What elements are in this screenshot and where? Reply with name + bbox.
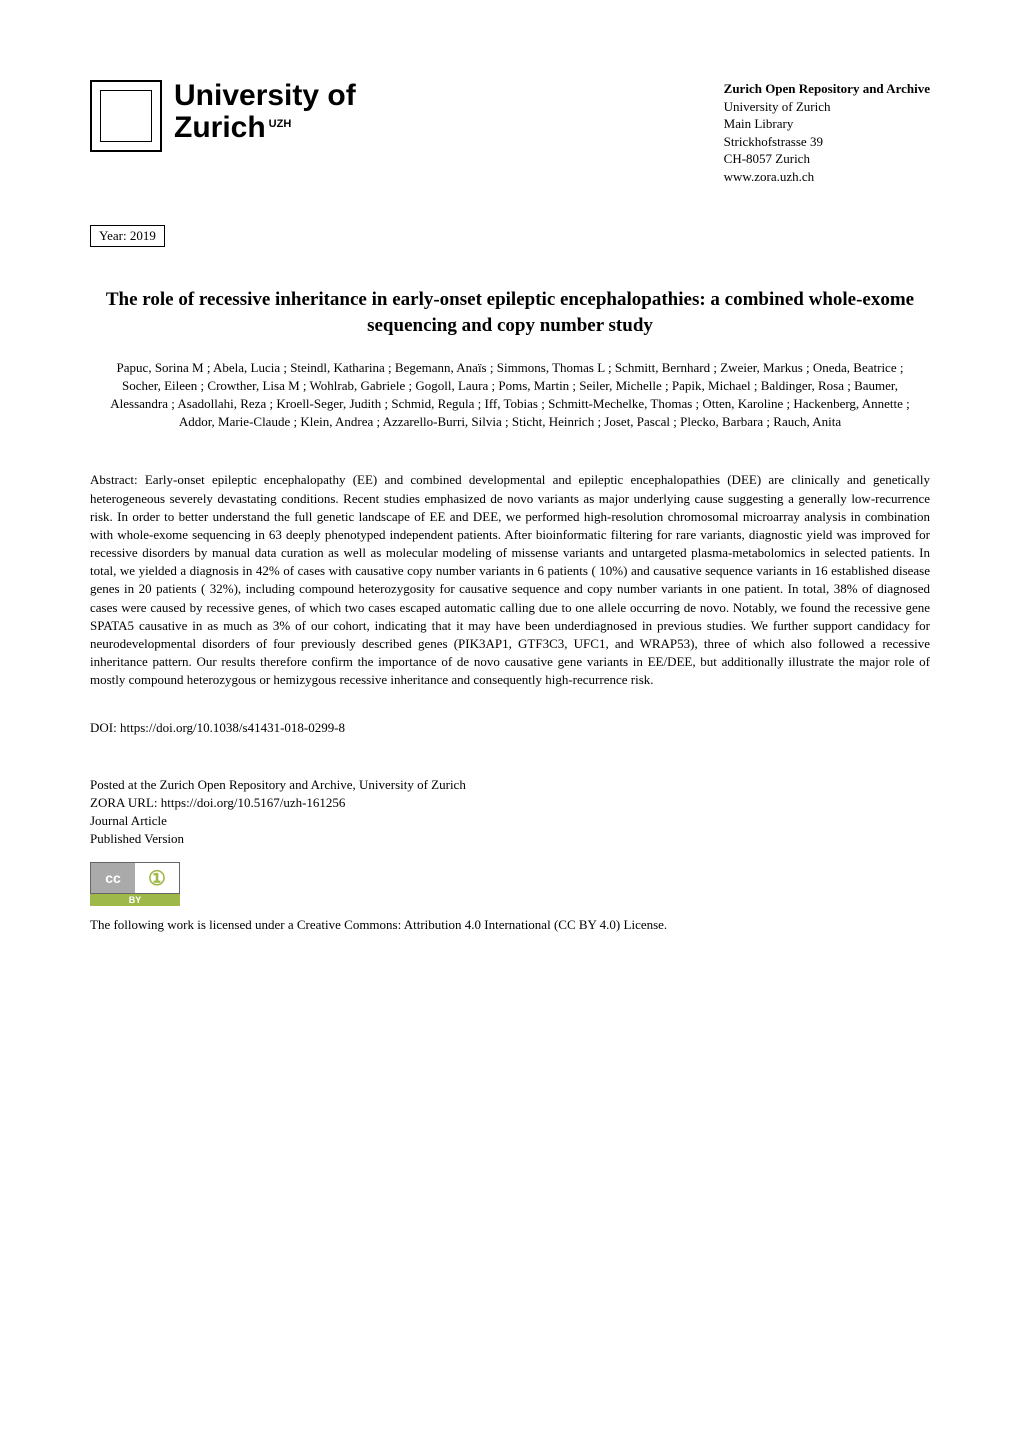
cc-badge-by: BY <box>90 894 180 906</box>
license-text: The following work is licensed under a C… <box>90 916 930 934</box>
paper-title: The role of recessive inheritance in ear… <box>90 287 930 338</box>
authors-list: Papuc, Sorina M ; Abela, Lucia ; Steindl… <box>90 359 930 432</box>
archive-line: Main Library <box>724 115 930 133</box>
archive-address-block: Zurich Open Repository and Archive Unive… <box>724 80 930 185</box>
cc-badge-row: cc ① <box>90 862 180 894</box>
posted-line: ZORA URL: https://doi.org/10.5167/uzh-16… <box>90 794 930 812</box>
cc-license-badge-icon: cc ① BY <box>90 862 180 906</box>
university-name-line2-wrap: Zurich UZH <box>174 112 356 144</box>
posted-block: Posted at the Zurich Open Repository and… <box>90 776 930 849</box>
cc-badge-right: ① <box>135 863 179 893</box>
doi-line: DOI: https://doi.org/10.1038/s41431-018-… <box>90 720 930 736</box>
university-name: University of Zurich UZH <box>174 80 356 143</box>
archive-line: www.zora.uzh.ch <box>724 168 930 186</box>
archive-line: Strickhofstrasse 39 <box>724 133 930 151</box>
archive-title: Zurich Open Repository and Archive <box>724 80 930 98</box>
posted-line: Journal Article <box>90 812 930 830</box>
archive-line: CH-8057 Zurich <box>724 150 930 168</box>
posted-line: Posted at the Zurich Open Repository and… <box>90 776 930 794</box>
abstract-text: Early-onset epileptic encephalopathy (EE… <box>90 472 930 687</box>
cc-badge-left: cc <box>91 863 135 893</box>
university-logo-block: University of Zurich UZH <box>90 80 356 152</box>
page-header: University of Zurich UZH Zurich Open Rep… <box>90 80 930 185</box>
university-seal-icon <box>90 80 162 152</box>
university-name-line1: University of <box>174 80 356 112</box>
posted-line: Published Version <box>90 830 930 848</box>
university-name-line2: Zurich <box>174 112 266 144</box>
abstract-label: Abstract: <box>90 472 138 487</box>
year-box: Year: 2019 <box>90 225 165 247</box>
university-tag: UZH <box>269 119 292 131</box>
abstract-block: Abstract: Early-onset epileptic encephal… <box>90 471 930 689</box>
archive-line: University of Zurich <box>724 98 930 116</box>
